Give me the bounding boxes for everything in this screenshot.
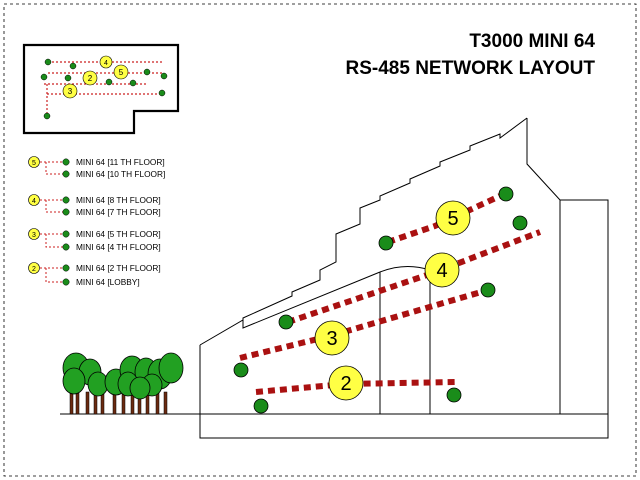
minimap-node — [44, 58, 52, 66]
legend-node — [62, 264, 70, 272]
legend-node — [62, 278, 70, 286]
svg-text:4: 4 — [32, 198, 36, 205]
legend-group: 2 MINI 64 [2 TH FLOOR] MINI 64 [LOBBY] — [28, 262, 161, 287]
controller-node — [498, 186, 514, 202]
controller-node — [253, 398, 269, 414]
minimap-badge: 3 — [62, 83, 78, 99]
svg-text:4: 4 — [104, 60, 108, 67]
network-line-3 — [239, 287, 489, 361]
svg-text:2: 2 — [340, 373, 351, 395]
minimap-node — [160, 72, 168, 80]
svg-text:3: 3 — [326, 328, 337, 350]
controller-nodes — [233, 186, 528, 414]
minimap-badge: 2 — [82, 70, 98, 86]
legend-node — [62, 196, 70, 204]
title-line-2: RS-485 NETWORK LAYOUT — [346, 58, 596, 79]
svg-text:2: 2 — [32, 266, 36, 273]
svg-text:3: 3 — [68, 87, 73, 96]
legend-label: MINI 64 [5 TH FLOOR] — [76, 229, 161, 239]
legend-node — [62, 243, 70, 251]
minimap-badge: 5 — [113, 64, 129, 80]
legend-node — [62, 158, 70, 166]
floor-badge-4: 4 — [424, 252, 460, 288]
legend-node — [62, 230, 70, 238]
svg-text:3: 3 — [32, 232, 36, 239]
trees — [62, 352, 184, 415]
legend-group: 3 MINI 64 [5 TH FLOOR] MINI 64 [4 TH FLO… — [28, 228, 161, 252]
legend-node — [62, 208, 70, 216]
minimap-node — [40, 73, 48, 81]
minimap-outline — [22, 43, 180, 135]
legend-label: MINI 64 [7 TH FLOOR] — [76, 207, 161, 217]
legend-node — [62, 170, 70, 178]
legend-label: MINI 64 [4 TH FLOOR] — [76, 242, 161, 252]
legend-label: MINI 64 [11 TH FLOOR] — [76, 157, 165, 167]
building-outline — [60, 117, 609, 439]
controller-node — [446, 387, 462, 403]
controller-node — [378, 235, 394, 251]
floor-badge-2: 2 — [328, 365, 364, 401]
legend: 5 MINI 64 [11 TH FLOOR] MINI 64 [10 TH F… — [28, 156, 165, 287]
minimap-node — [158, 89, 166, 97]
minimap-node — [143, 68, 151, 76]
controller-node — [512, 215, 528, 231]
minimap-node — [64, 74, 72, 82]
floor-badge-5: 5 — [435, 200, 471, 236]
legend-label: MINI 64 [LOBBY] — [76, 277, 140, 287]
minimap-badge: 4 — [99, 55, 113, 69]
minimap-node — [129, 79, 137, 87]
network-line-5 — [387, 193, 502, 245]
svg-text:5: 5 — [32, 160, 36, 167]
legend-label: MINI 64 [8 TH FLOOR] — [76, 195, 161, 205]
title-line-1: T3000 MINI 64 — [469, 31, 595, 52]
minimap-node — [105, 78, 113, 86]
svg-text:4: 4 — [436, 260, 447, 282]
minimap: 4 5 2 3 — [22, 43, 180, 135]
legend-label: MINI 64 [10 TH FLOOR] — [76, 169, 165, 179]
legend-group: 5 MINI 64 [11 TH FLOOR] MINI 64 [10 TH F… — [28, 156, 165, 179]
minimap-node — [69, 62, 77, 70]
svg-text:5: 5 — [119, 68, 124, 77]
network-lines — [239, 193, 542, 395]
svg-text:2: 2 — [88, 74, 93, 83]
legend-group: 4 MINI 64 [8 TH FLOOR] MINI 64 [7 TH FLO… — [28, 194, 161, 217]
legend-label: MINI 64 [2 TH FLOOR] — [76, 263, 161, 273]
controller-node — [278, 314, 294, 330]
floor-badge-3: 3 — [314, 320, 350, 356]
controller-node — [233, 362, 249, 378]
svg-text:5: 5 — [447, 208, 458, 230]
minimap-node — [43, 112, 51, 120]
controller-node — [480, 282, 496, 298]
